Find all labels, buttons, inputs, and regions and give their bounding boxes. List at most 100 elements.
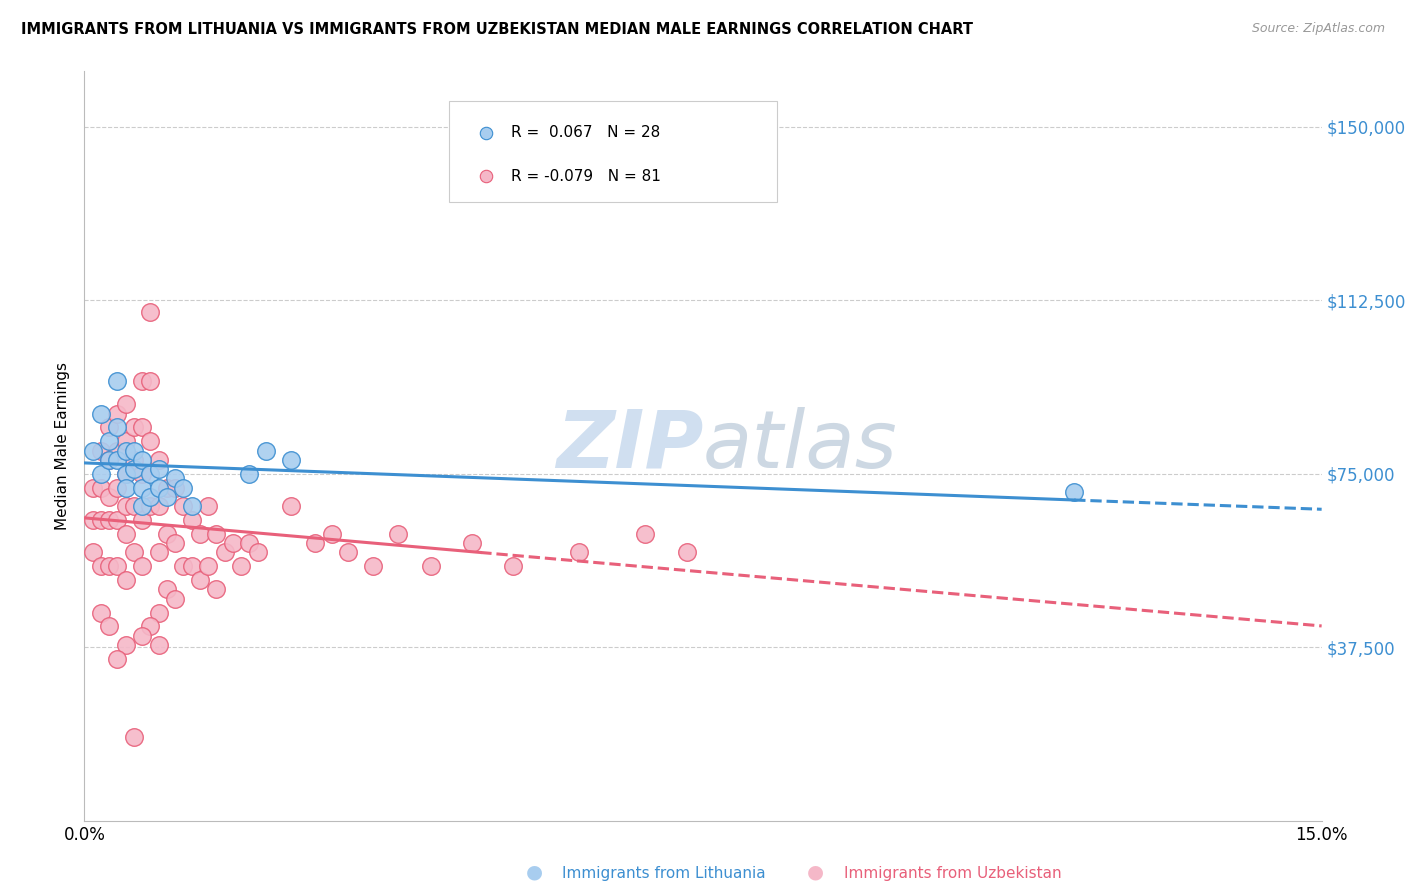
Point (90, 559, 112, 574)
Point (131, 374, 153, 388)
Point (387, 527, 409, 541)
Point (188, 573, 211, 587)
Point (90, 481, 112, 495)
Point (172, 499, 194, 513)
Point (156, 490, 179, 504)
Point (114, 443, 136, 458)
Point (321, 527, 343, 541)
Point (82, 481, 104, 495)
Point (197, 499, 219, 513)
Point (105, 407, 128, 421)
Point (122, 443, 145, 458)
Point (98, 619, 121, 633)
Point (98, 490, 121, 504)
Point (1063, 485, 1085, 500)
Point (105, 453, 128, 467)
Point (156, 582, 179, 597)
Text: ZIP: ZIP (555, 407, 703, 485)
Point (122, 462, 145, 476)
Point (172, 481, 194, 495)
Point (90, 513, 112, 527)
Point (114, 397, 136, 411)
Point (148, 462, 170, 476)
Point (139, 490, 162, 504)
Point (188, 527, 211, 541)
Point (568, 545, 591, 559)
Point (105, 559, 128, 574)
Text: atlas: atlas (703, 407, 898, 485)
Text: Immigrants from Uzbekistan: Immigrants from Uzbekistan (844, 866, 1062, 881)
Point (122, 545, 145, 559)
Point (114, 638, 136, 652)
Point (148, 481, 170, 495)
Point (675, 545, 697, 559)
Point (98, 420, 121, 434)
Point (205, 527, 228, 541)
Point (90, 407, 112, 421)
Point (229, 559, 252, 574)
Text: R =  0.067   N = 28: R = 0.067 N = 28 (512, 126, 661, 140)
Point (148, 638, 170, 652)
Text: ●: ● (526, 863, 543, 881)
Point (156, 527, 179, 541)
Point (131, 420, 153, 434)
Text: ●: ● (807, 863, 824, 881)
Point (222, 536, 245, 550)
Point (105, 374, 128, 388)
Point (172, 559, 194, 574)
Point (148, 606, 170, 620)
Y-axis label: Median Male Earnings: Median Male Earnings (55, 362, 70, 530)
Point (122, 453, 145, 467)
Point (165, 471, 187, 485)
Point (139, 434, 162, 449)
Point (131, 513, 153, 527)
Point (131, 481, 153, 495)
Point (280, 499, 302, 513)
Point (98, 434, 121, 449)
Point (304, 536, 326, 550)
Point (98, 513, 121, 527)
Point (180, 559, 202, 574)
Point (82, 513, 104, 527)
Point (205, 582, 228, 597)
Point (114, 527, 136, 541)
Point (105, 443, 128, 458)
Point (634, 527, 657, 541)
Point (197, 559, 219, 574)
Point (337, 545, 360, 559)
Text: Source: ZipAtlas.com: Source: ZipAtlas.com (1251, 22, 1385, 36)
Point (105, 420, 128, 434)
Point (105, 652, 128, 666)
Point (139, 499, 162, 513)
Point (165, 481, 187, 495)
Point (238, 536, 260, 550)
Point (90, 606, 112, 620)
Point (114, 573, 136, 587)
Point (165, 536, 187, 550)
Point (122, 731, 145, 745)
Point (361, 559, 384, 574)
Point (180, 513, 202, 527)
Point (131, 467, 153, 481)
Point (502, 559, 524, 574)
Point (114, 481, 136, 495)
Point (82, 545, 104, 559)
Point (114, 434, 136, 449)
Point (98, 453, 121, 467)
Point (114, 467, 136, 481)
Point (98, 559, 121, 574)
Point (238, 467, 260, 481)
Point (90, 467, 112, 481)
Point (165, 591, 187, 606)
Point (148, 499, 170, 513)
Point (139, 467, 162, 481)
Point (131, 629, 153, 643)
Point (114, 499, 136, 513)
Point (114, 467, 136, 481)
Point (254, 443, 277, 458)
Point (461, 536, 484, 550)
Point (82, 443, 104, 458)
Point (139, 305, 162, 319)
Text: Immigrants from Lithuania: Immigrants from Lithuania (562, 866, 766, 881)
Point (122, 420, 145, 434)
